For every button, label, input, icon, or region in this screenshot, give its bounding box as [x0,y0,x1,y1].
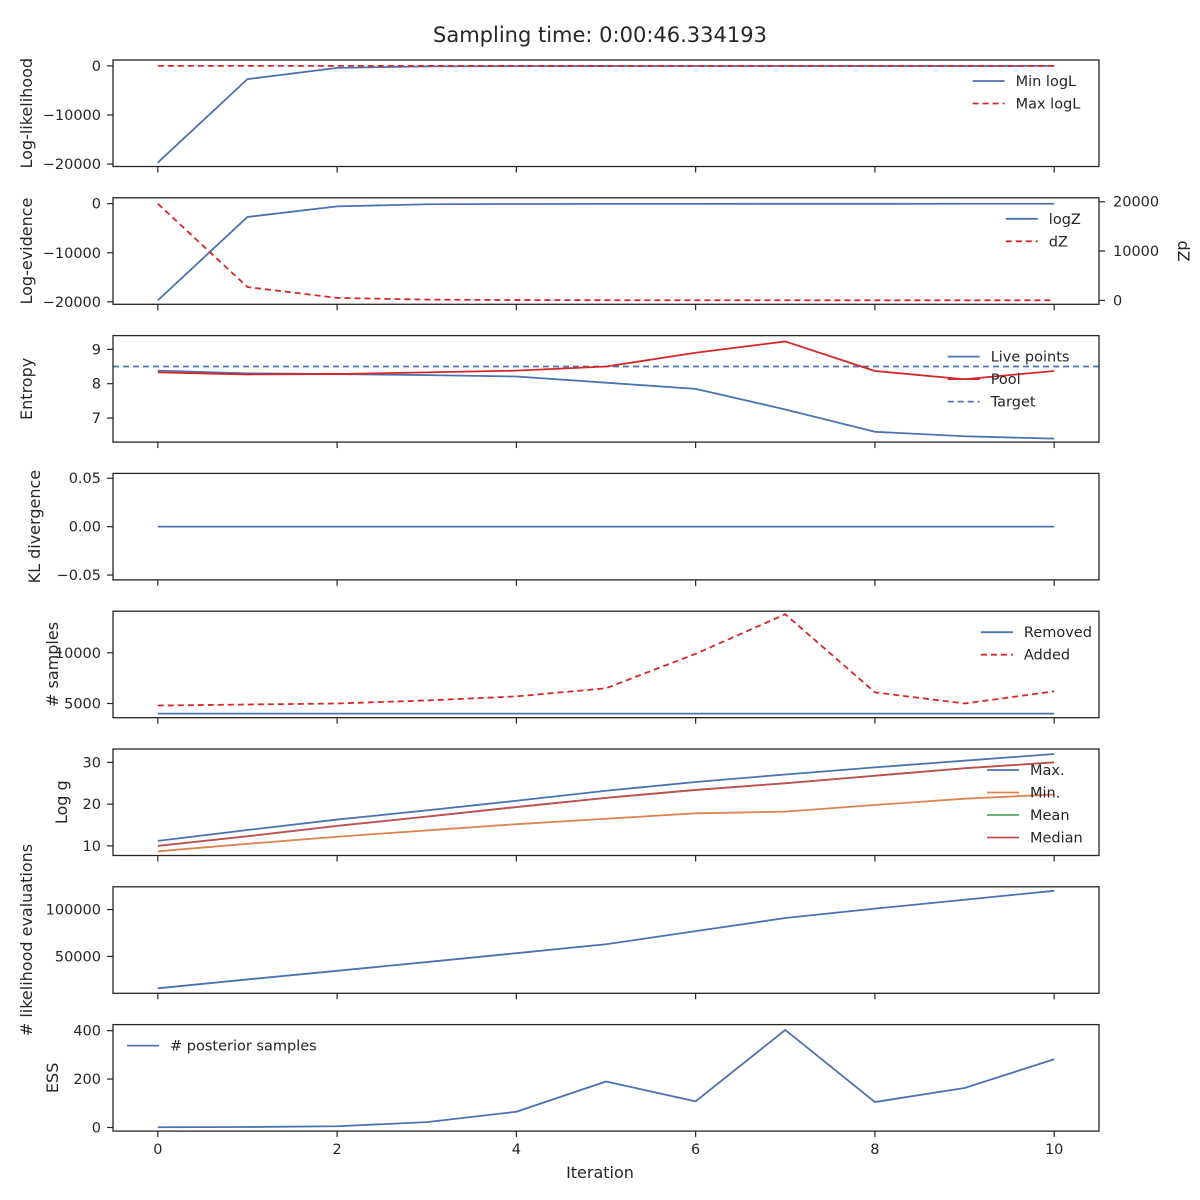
plot-area [157,65,1055,164]
y-axis-label: ESS [43,1063,62,1093]
x-tick-label: 2 [332,1142,341,1158]
y-tick-label: −20000 [43,295,101,311]
panel-3: 9 8 7 Entropy Live points Pool Target [17,334,1100,449]
plot-area [113,340,1099,440]
y-tick-label: 200 [73,1072,101,1088]
y-tick-label: 0 [92,1120,101,1136]
legend-label: Mean [1030,808,1070,824]
legend-label: Min logL [1016,74,1077,90]
y-tick-label: 0 [92,59,101,75]
legend: # posterior samples [127,1039,317,1055]
panel-2: 0 −10000 −20000 20000 10000 0 dZ Log-evidence lo… [17,195,1193,311]
y-tick-label: 20 [83,797,101,813]
x-tick-label: 6 [691,1142,700,1158]
legend-label: Added [1024,648,1070,664]
y-tick-label: 0.05 [69,471,101,487]
panel-7: 100000 50000 # likelihood evaluations [17,844,1100,1036]
legend-label: Live points [991,350,1070,366]
legend-label: Target [990,395,1036,411]
legend-label: Removed [1024,625,1092,641]
legend-label: Max logL [1016,97,1081,113]
y-tick-label: 0.00 [69,520,101,536]
x-tick-label: 4 [512,1142,521,1158]
figure-title: Sampling time: 0:00:46.334193 [433,23,767,47]
y-axis-label: KL divergence [25,470,44,583]
legend: logZ dZ [1005,212,1081,250]
panel-5: 10000 5000# samples Removed Added [43,610,1100,724]
y-axis-label: Entropy [17,358,36,420]
panels: 0 −10000 −20000 Log-likelihood Min logL Max l… [17,58,1193,1182]
y-axis-label: Log-evidence [17,198,36,305]
legend-label: Median [1030,831,1083,847]
y2-axis-label: dZ [1174,240,1193,261]
x-tick-label: 0 [153,1142,162,1158]
y-tick-label: 10000 [55,646,101,662]
legend-label: dZ [1049,234,1068,250]
axes-frame [112,610,1100,719]
y-tick-label: −10000 [43,246,101,262]
axes-frame [112,886,1100,994]
x-axis-label: Iteration [566,1163,634,1182]
plot-area [157,753,1055,853]
legend: Live points Pool Target [947,350,1070,411]
series-line-pool [157,340,1055,381]
y-axis-label: Log g [52,780,71,824]
y-tick-label: 8 [92,377,101,393]
y-tick-label: −20000 [43,157,101,173]
y-tick-label: 0 [92,197,101,213]
axes-frame [112,59,1100,168]
legend-label: Pool [991,372,1021,388]
y2-tick-label: 10000 [1113,244,1159,260]
x-tick-label: 10 [1045,1142,1063,1158]
legend: Max. Min. Mean Median [987,763,1083,847]
axes-frame [112,1023,1100,1132]
y-axis-label: # likelihood evaluations [17,844,36,1036]
y-axis-label: # samples [43,622,62,707]
series-line-min-logl [157,65,1055,164]
y-tick-label: 5000 [64,697,101,713]
x-tick-label: 8 [870,1142,879,1158]
y-tick-label: 400 [73,1024,101,1040]
series-line-min [157,793,1055,853]
y-axis-label: Log-likelihood [17,58,36,169]
legend-label: # posterior samples [170,1039,317,1055]
y-tick-label: −10000 [43,108,101,124]
plot-area [157,1029,1055,1129]
plot-area [157,889,1055,990]
y-tick-label: 50000 [55,949,101,965]
y2-tick-label: 20000 [1113,195,1159,211]
y-tick-label: −0.05 [57,568,101,584]
legend-label: logZ [1049,212,1081,228]
y-tick-label: 30 [83,755,101,771]
y-tick-label: 9 [92,342,101,358]
axes-frame [112,748,1100,857]
plot-area [157,202,1055,302]
series-line-max [157,753,1055,842]
axes-frame [112,334,1100,443]
series-line-logz [157,202,1055,302]
panel-6: 30 20 10 Log g Max. Min. Mean Median [52,748,1100,862]
series-line-dz [157,203,1055,302]
y2-tick-label: 0 [1113,293,1122,309]
series-line-median [157,761,1055,847]
panel-4: 0.05 0.00 −0.05 KL divergence [25,470,1100,586]
legend: Min logL Max logL [972,74,1081,113]
plot-area [157,613,1055,715]
y-tick-label: 10 [83,839,101,855]
y-tick-label: 100000 [46,903,101,919]
panel-8: 400 200 0 ESS 0 2 4 6 8 10 Iteration # posterior sa… [43,1023,1100,1182]
series-line-1 [157,889,1055,990]
series-line-posterior-samples [157,1029,1055,1129]
legend-label: Min. [1030,786,1060,802]
y-tick-label: 7 [92,411,101,427]
legend-label: Max. [1030,763,1065,779]
legend: Removed Added [980,625,1092,664]
series-line-added [157,613,1055,707]
panel-1: 0 −10000 −20000 Log-likelihood Min logL Max l… [17,58,1100,173]
